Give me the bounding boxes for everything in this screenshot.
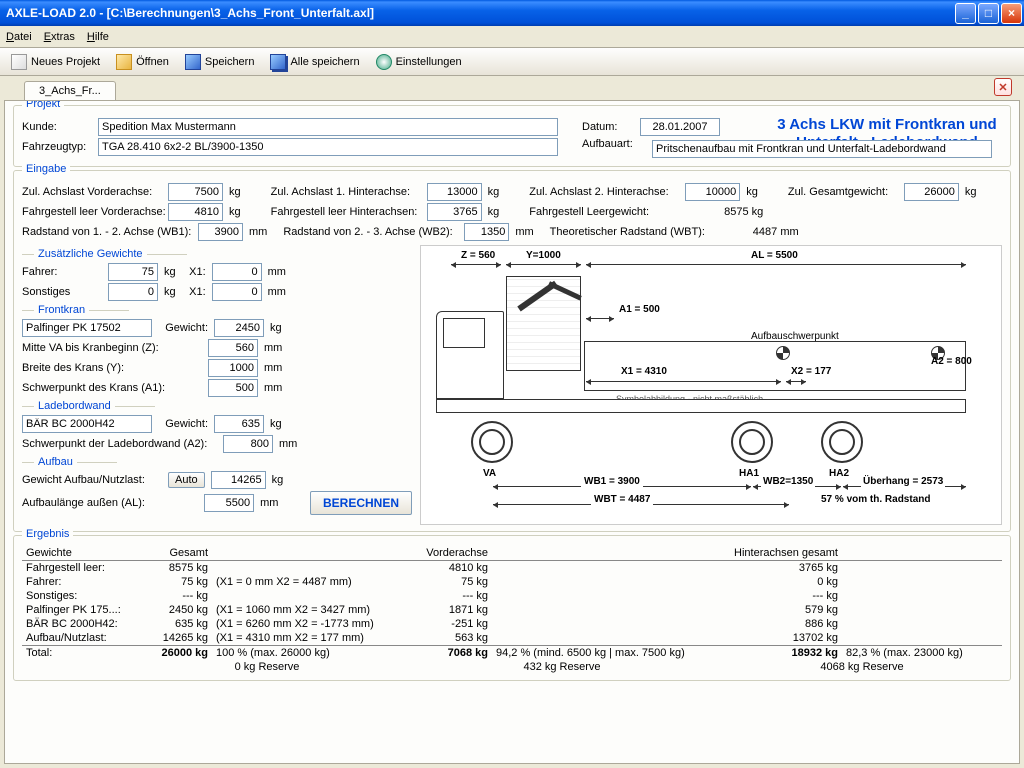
zul-va-label: Zul. Achslast Vorderachse:	[22, 186, 162, 198]
kran-gew-label: Gewicht:	[158, 322, 208, 334]
tab-document[interactable]: 3_Achs_Fr...	[24, 81, 116, 100]
zusatz-title: Zusätzliche Gewichte	[22, 247, 412, 261]
toolbar-alle-speichern[interactable]: Alle speichern	[263, 51, 366, 73]
aufbau-title: Aufbau	[22, 455, 412, 469]
wb1-input[interactable]	[198, 223, 243, 241]
kran-gew-input[interactable]	[214, 319, 264, 337]
zul-ges-input[interactable]	[904, 183, 959, 201]
wbt-value: 4487 mm	[721, 226, 799, 238]
leer-ges-label: Fahrgestell Leergewicht:	[529, 206, 679, 218]
aufbau-auto-button[interactable]: Auto	[168, 472, 205, 488]
kran-model-input[interactable]	[22, 319, 152, 337]
zul-va-input[interactable]	[168, 183, 223, 201]
kran-y-label: Breite des Krans (Y):	[22, 362, 202, 374]
toolbar-einstellungen[interactable]: Einstellungen	[369, 51, 469, 73]
fahrer-label: Fahrer:	[22, 266, 102, 278]
sonst-x1-label: X1:	[182, 286, 206, 298]
group-eingabe-title: Eingabe	[22, 163, 70, 175]
kran-a1-input[interactable]	[208, 379, 258, 397]
aufbauart-input[interactable]	[652, 140, 992, 158]
zul-h2-label: Zul. Achslast 2. Hinterachse:	[529, 186, 679, 198]
kunde-input[interactable]	[98, 118, 558, 136]
zul-h1-input[interactable]	[427, 183, 482, 201]
sonstiges-input[interactable]	[108, 283, 158, 301]
ladebordwand-title: Ladebordwand	[22, 399, 412, 413]
menu-hilfe[interactable]: Hilfe	[87, 31, 109, 43]
zul-ges-label: Zul. Gesamtgewicht:	[788, 186, 898, 198]
lbw-a2-input[interactable]	[223, 435, 273, 453]
settings-icon	[376, 54, 392, 70]
aufbau-al-label: Aufbaulänge außen (AL):	[22, 497, 198, 509]
lbw-a2-label: Schwerpunkt der Ladebordwand (A2):	[22, 438, 217, 450]
fahrzeug-input[interactable]	[98, 138, 558, 156]
toolbar-neues-projekt[interactable]: Neues Projekt	[4, 51, 107, 73]
leer-va-label: Fahrgestell leer Vorderachse:	[22, 206, 162, 218]
aufbau-al-input[interactable]	[204, 494, 254, 512]
leer-ges-value: 8575 kg	[685, 206, 763, 218]
berechnen-button[interactable]: BERECHNEN	[310, 491, 412, 515]
save-all-icon	[270, 54, 286, 70]
lbw-gew-input[interactable]	[214, 415, 264, 433]
fahrzeug-label: Fahrzeugtyp:	[22, 141, 92, 153]
wb2-input[interactable]	[464, 223, 509, 241]
tab-close-button[interactable]: ✕	[994, 78, 1012, 96]
kunde-label: Kunde:	[22, 121, 92, 133]
leer-ha-input[interactable]	[427, 203, 482, 221]
save-icon	[185, 54, 201, 70]
frontkran-title: Frontkran	[22, 303, 412, 317]
group-projekt-title: Projekt	[22, 100, 64, 110]
window-title: AXLE-LOAD 2.0 - [C:\Berechnungen\3_Achs_…	[6, 6, 953, 20]
fahrer-x1-input[interactable]	[212, 263, 262, 281]
datum-label: Datum:	[582, 121, 634, 133]
lbw-model-input[interactable]	[22, 415, 152, 433]
sonstiges-label: Sonstiges	[22, 286, 102, 298]
new-icon	[11, 54, 27, 70]
truck-diagram: Z = 560 Y=1000 AL = 5500 A1 = 500 Aufbau…	[420, 245, 1002, 525]
close-button[interactable]: ×	[1001, 3, 1022, 24]
wb2-label: Radstand von 2. - 3. Achse (WB2):	[283, 226, 458, 238]
wbt-label: Theoretischer Radstand (WBT):	[550, 226, 715, 238]
kran-a1-label: Schwerpunkt des Krans (A1):	[22, 382, 202, 394]
kran-z-label: Mitte VA bis Kranbeginn (Z):	[22, 342, 202, 354]
menu-extras[interactable]: Extras	[44, 31, 75, 43]
kran-z-input[interactable]	[208, 339, 258, 357]
datum-input[interactable]	[640, 118, 720, 136]
menu-datei[interactable]: Datei	[6, 31, 32, 43]
leer-va-input[interactable]	[168, 203, 223, 221]
fahrer-input[interactable]	[108, 263, 158, 281]
wb1-label: Radstand von 1. - 2. Achse (WB1):	[22, 226, 192, 238]
results-table: Gewichte Gesamt Vorderachse Hinterachsen…	[22, 546, 1002, 674]
zul-h1-label: Zul. Achslast 1. Hinterachse:	[271, 186, 421, 198]
aufbauart-label: Aufbauart:	[582, 138, 634, 150]
zul-h2-input[interactable]	[685, 183, 740, 201]
minimize-button[interactable]: _	[955, 3, 976, 24]
aufbau-gew-input[interactable]	[211, 471, 266, 489]
leer-ha-label: Fahrgestell leer Hinterachsen:	[271, 206, 421, 218]
toolbar-oeffnen[interactable]: Öffnen	[109, 51, 176, 73]
aufbau-gew-label: Gewicht Aufbau/Nutzlast:	[22, 474, 162, 486]
sonst-x1-input[interactable]	[212, 283, 262, 301]
group-ergebnis-title: Ergebnis	[22, 528, 73, 540]
kran-y-input[interactable]	[208, 359, 258, 377]
toolbar-speichern[interactable]: Speichern	[178, 51, 262, 73]
open-icon	[116, 54, 132, 70]
fahrer-x1-label: X1:	[182, 266, 206, 278]
maximize-button[interactable]: □	[978, 3, 999, 24]
lbw-gew-label: Gewicht:	[158, 418, 208, 430]
